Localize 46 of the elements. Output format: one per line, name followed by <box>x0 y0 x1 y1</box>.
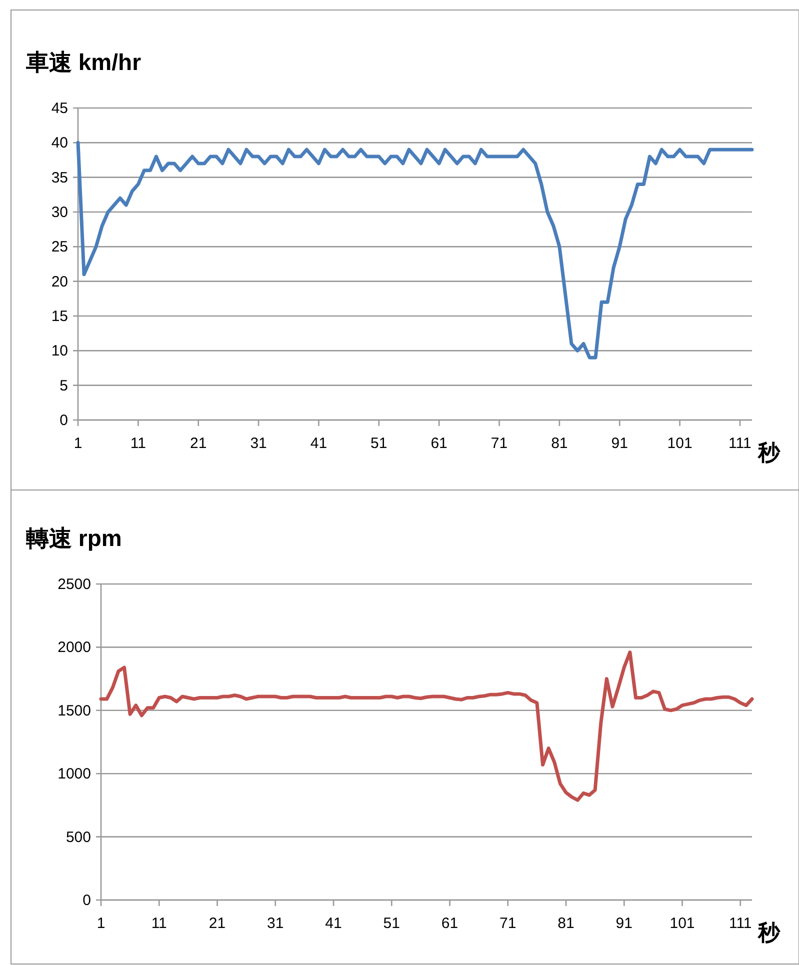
x-tick-label: 61 <box>441 915 458 932</box>
x-tick-label: 81 <box>558 915 574 932</box>
x-tick-label: 81 <box>551 435 568 452</box>
x-tick-label: 51 <box>370 435 388 452</box>
x-tick-label: 21 <box>208 915 226 932</box>
line-series <box>99 650 754 802</box>
chart-title: 車速 km/hr <box>25 49 142 75</box>
y-tick-label: 30 <box>51 204 68 221</box>
y-tick-label: 0 <box>60 412 68 429</box>
x-tick-label: 11 <box>151 915 167 932</box>
y-tick-label: 20 <box>51 273 68 290</box>
y-tick-label: 25 <box>51 238 68 256</box>
chart-title: 轉速 rpm <box>25 525 122 551</box>
x-tick-label: 31 <box>250 435 267 452</box>
y-tick-label: 35 <box>51 169 68 186</box>
x-tick-label: 101 <box>667 435 692 452</box>
y-tick-label: 40 <box>51 134 68 152</box>
x-tick-label: 111 <box>728 435 752 452</box>
x-tick-label: 41 <box>325 915 342 932</box>
x-tick-label: 51 <box>383 915 400 932</box>
y-tick-label: 15 <box>51 308 68 325</box>
line-series <box>76 140 754 360</box>
x-tick-label: 71 <box>500 915 516 932</box>
x-tick-label: 61 <box>430 435 448 452</box>
x-tick-label: 1 <box>74 435 82 452</box>
y-tick-label: 0 <box>82 892 91 909</box>
y-tick-label: 2500 <box>58 576 91 593</box>
x-tick-label: 91 <box>611 435 628 452</box>
y-tick-label: 45 <box>51 100 68 117</box>
x-axis-title: 秒 <box>757 920 781 945</box>
y-tick-label: 1000 <box>58 766 91 783</box>
y-tick-label: 500 <box>66 828 91 846</box>
x-tick-label: 1 <box>96 915 106 932</box>
x-tick-label: 21 <box>190 435 207 452</box>
x-tick-label: 111 <box>728 915 752 932</box>
x-tick-label: 91 <box>616 915 632 932</box>
x-tick-label: 71 <box>490 435 508 452</box>
x-tick-label: 11 <box>130 435 146 452</box>
y-tick-label: 10 <box>51 342 68 360</box>
x-axis-title: 秒 <box>757 440 781 465</box>
x-tick-label: 31 <box>267 915 284 932</box>
y-tick-label: 5 <box>60 377 68 394</box>
x-tick-label: 41 <box>310 435 328 452</box>
y-tick-label: 1500 <box>58 702 91 720</box>
y-tick-label: 2000 <box>58 639 91 656</box>
x-tick-label: 101 <box>670 915 695 932</box>
